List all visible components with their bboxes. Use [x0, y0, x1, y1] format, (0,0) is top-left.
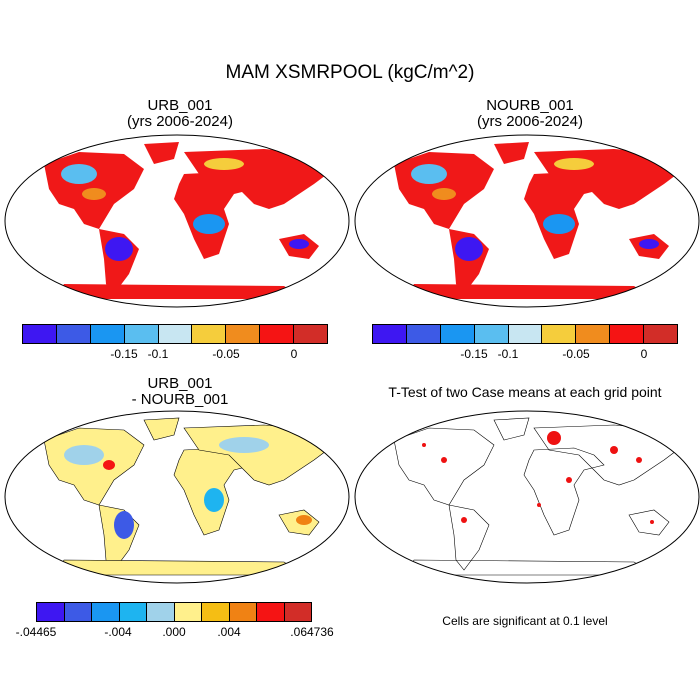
colorbar-box	[294, 325, 328, 343]
colorbar-box	[260, 325, 295, 343]
colorbar-urb-tick: -0.05	[212, 347, 240, 361]
colorbar-box	[644, 325, 678, 343]
colorbar-nourb-tick: -0.15	[460, 347, 488, 361]
significance-note: Cells are significant at 0.1 level	[442, 614, 608, 628]
colorbar-box	[257, 603, 285, 621]
colorbar-nourb-tick: 0	[640, 347, 648, 361]
colorbar-box	[90, 325, 125, 343]
colorbar-box	[119, 603, 147, 621]
colorbar-box	[226, 325, 261, 343]
colorbar-diff-tick: .064736	[290, 625, 334, 639]
map-diff	[4, 410, 350, 584]
colorbar-box	[37, 603, 65, 621]
colorbar-box	[406, 325, 441, 343]
colorbar-diff	[36, 602, 312, 622]
colorbar-box	[576, 325, 611, 343]
colorbar-diff-tick: -.04465	[15, 625, 57, 639]
colorbar-box	[542, 325, 577, 343]
colorbar-box	[147, 603, 175, 621]
colorbar-box	[202, 603, 230, 621]
colorbar-nourb	[372, 324, 678, 344]
colorbar-box	[440, 325, 475, 343]
colorbar-box	[373, 325, 407, 343]
colorbar-nourb-tick: -0.05	[562, 347, 590, 361]
figure-title: MAM XSMRPOOL (kgC/m^2)	[225, 62, 475, 83]
panel-title-diff: URB_001 - NOURB_001	[131, 375, 229, 408]
colorbar-diff-tick: -.004	[104, 625, 132, 639]
colorbar-box	[23, 325, 57, 343]
colorbar-box	[192, 325, 227, 343]
colorbar-box	[158, 325, 193, 343]
panel-title-ttest: T-Test of two Case means at each grid po…	[388, 384, 662, 400]
colorbar-urb-tick: 0	[290, 347, 298, 361]
colorbar-urb-tick: -0.1	[147, 347, 169, 361]
colorbar-box	[124, 325, 159, 343]
map-nourb	[354, 134, 700, 308]
colorbar-box	[92, 603, 120, 621]
colorbar-diff-tick: .004	[217, 625, 241, 639]
colorbar-box	[56, 325, 91, 343]
colorbar-urb-tick: -0.15	[110, 347, 138, 361]
colorbar-box	[64, 603, 92, 621]
colorbar-box	[508, 325, 543, 343]
colorbar-box	[610, 325, 645, 343]
colorbar-box	[284, 603, 311, 621]
colorbar-urb	[22, 324, 328, 344]
map-urb	[4, 134, 350, 308]
colorbar-box	[229, 603, 257, 621]
panel-title-urb: URB_001 (yrs 2006-2024)	[127, 97, 233, 130]
colorbar-box	[174, 603, 202, 621]
colorbar-nourb-tick: -0.1	[497, 347, 519, 361]
panel-title-nourb: NOURB_001 (yrs 2006-2024)	[477, 97, 583, 130]
map-ttest	[354, 410, 700, 584]
colorbar-diff-tick: .000	[162, 625, 186, 639]
colorbar-box	[474, 325, 509, 343]
